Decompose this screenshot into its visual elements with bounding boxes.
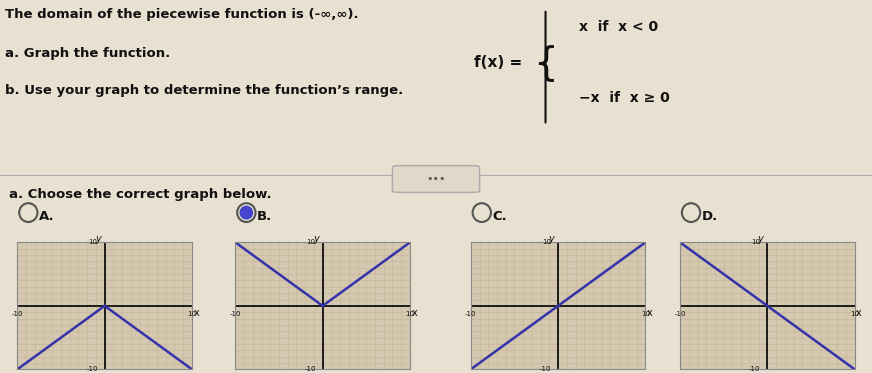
- Text: 10: 10: [405, 311, 414, 317]
- Text: x: x: [412, 308, 417, 319]
- Text: 10: 10: [542, 239, 551, 245]
- Text: x  if  x < 0: x if x < 0: [579, 20, 658, 34]
- Circle shape: [241, 206, 253, 219]
- Text: -10: -10: [11, 311, 24, 317]
- Text: D.: D.: [702, 210, 719, 223]
- Text: b. Use your graph to determine the function’s range.: b. Use your graph to determine the funct…: [5, 84, 403, 97]
- Text: a. Graph the function.: a. Graph the function.: [5, 47, 170, 60]
- Text: {: {: [533, 44, 558, 82]
- Text: -10: -10: [674, 311, 686, 317]
- Text: 10: 10: [187, 311, 196, 317]
- Text: f(x) =: f(x) =: [474, 55, 522, 70]
- Text: x: x: [647, 308, 652, 319]
- Text: y: y: [758, 234, 763, 244]
- Text: -10: -10: [229, 311, 242, 317]
- FancyBboxPatch shape: [392, 166, 480, 192]
- Text: y: y: [313, 234, 318, 244]
- Text: 10: 10: [641, 311, 650, 317]
- Text: The domain of the piecewise function is (-∞,∞).: The domain of the piecewise function is …: [5, 9, 358, 21]
- Text: C.: C.: [493, 210, 508, 223]
- Text: x: x: [194, 308, 199, 319]
- Text: y: y: [95, 234, 100, 244]
- Text: •••: •••: [426, 174, 446, 184]
- Text: 10: 10: [89, 239, 98, 245]
- Text: y: y: [548, 234, 554, 244]
- Text: 10: 10: [307, 239, 316, 245]
- Text: 10: 10: [850, 311, 859, 317]
- Text: -10: -10: [304, 366, 316, 372]
- Text: A.: A.: [39, 210, 55, 223]
- Text: −x  if  x ≥ 0: −x if x ≥ 0: [579, 91, 670, 106]
- Text: a. Choose the correct graph below.: a. Choose the correct graph below.: [9, 188, 271, 201]
- Text: -10: -10: [749, 366, 760, 372]
- Text: x: x: [856, 308, 862, 319]
- Text: -10: -10: [540, 366, 551, 372]
- Text: -10: -10: [465, 311, 477, 317]
- Text: -10: -10: [86, 366, 98, 372]
- Text: B.: B.: [257, 210, 272, 223]
- Text: 10: 10: [752, 239, 760, 245]
